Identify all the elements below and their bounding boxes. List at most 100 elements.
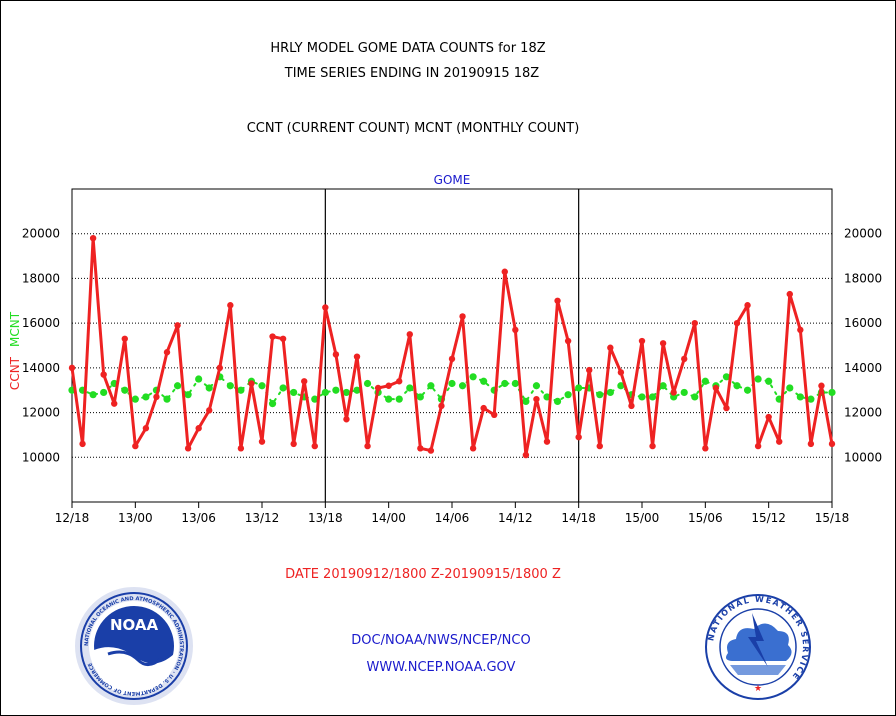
- data-point-mcnt: [448, 379, 456, 388]
- y-tick-label-right: 10000: [844, 450, 882, 464]
- data-point-ccnt: [723, 404, 730, 412]
- x-tick-label: 14/12: [498, 511, 533, 525]
- svg-text:CCNTMCNT: CCNT MCNT: [8, 311, 22, 390]
- data-point-mcnt: [743, 386, 752, 394]
- data-point-ccnt: [279, 335, 287, 342]
- y-tick-label-left: 16000: [22, 316, 60, 330]
- data-point-mcnt: [332, 386, 340, 394]
- y-axis-label-mcnt: MCNT: [8, 311, 22, 347]
- data-point-ccnt: [733, 319, 741, 327]
- data-point-ccnt: [406, 331, 413, 338]
- data-point-mcnt: [617, 382, 625, 390]
- org-label: DOC/NOAA/NWS/NCEP/NCO: [351, 633, 530, 648]
- axis-layer: 10000 10000 12000 12000 14000 14000 16000 16000…: [22, 188, 882, 525]
- header-line-1: HRLY MODEL GOME DATA COUNTS for 18Z: [270, 41, 545, 56]
- y-tick-label-right: 12000: [844, 406, 882, 420]
- y-axis-label: CCNT MCNT: [8, 311, 22, 390]
- y-axis-label-ccnt: CCNT: [8, 356, 22, 390]
- data-point-ccnt: [649, 442, 656, 450]
- data-point-mcnt: [701, 377, 709, 385]
- x-tick-label: 15/12: [751, 511, 786, 525]
- data-point-ccnt: [564, 337, 572, 345]
- data-point-mcnt: [511, 379, 519, 388]
- data-point-mcnt: [575, 384, 583, 392]
- data-point-ccnt: [184, 445, 192, 452]
- data-point-ccnt: [311, 442, 318, 450]
- data-point-mcnt: [363, 379, 372, 388]
- data-point-ccnt: [142, 425, 150, 432]
- data-point-ccnt: [174, 322, 181, 329]
- data-point-ccnt: [786, 290, 793, 298]
- data-point-ccnt: [607, 344, 614, 351]
- data-point-mcnt: [311, 395, 319, 403]
- x-tick-label: 13/18: [308, 511, 343, 525]
- y-tick-label-right: 18000: [844, 271, 882, 285]
- data-point-mcnt: [184, 391, 192, 399]
- data-point-mcnt: [596, 391, 604, 399]
- data-point-mcnt: [205, 384, 213, 392]
- data-point-mcnt: [733, 382, 741, 390]
- x-tick-label: 14/00: [371, 511, 406, 525]
- data-point-ccnt: [427, 447, 435, 454]
- data-point-mcnt: [469, 373, 477, 381]
- y-tick-label-right: 16000: [844, 316, 882, 330]
- data-point-ccnt: [343, 416, 350, 423]
- data-point-mcnt: [786, 384, 794, 392]
- data-point-mcnt: [553, 397, 562, 405]
- nws-star-icon: ★: [754, 684, 762, 694]
- noaa-logo: NOAA NATIONAL OCEANIC AND ATMOSPHERIC AD…: [75, 587, 193, 705]
- data-point-mcnt: [458, 382, 467, 390]
- data-point-mcnt: [680, 388, 688, 397]
- y-tick-label-left: 20000: [22, 227, 60, 241]
- data-point-mcnt: [638, 393, 646, 401]
- data-point-ccnt: [691, 319, 698, 327]
- data-point-mcnt: [268, 400, 277, 408]
- data-point-ccnt: [744, 302, 751, 309]
- y-tick-label-left: 10000: [22, 450, 60, 464]
- data-point-ccnt: [448, 355, 456, 363]
- data-point-mcnt: [173, 382, 182, 390]
- data-point-ccnt: [322, 304, 329, 311]
- nws-logo: NATIONAL WEATHER SERVICE ★: [705, 594, 811, 700]
- noaa-logo-text: NOAA: [110, 616, 159, 634]
- data-point-ccnt: [353, 353, 361, 360]
- data-point-ccnt: [681, 355, 688, 363]
- data-point-ccnt: [702, 445, 709, 452]
- y-tick-label-right: 14000: [844, 361, 882, 375]
- data-point-mcnt: [279, 384, 287, 392]
- x-tick-label: 12/18: [55, 511, 90, 525]
- y-tick-label-left: 18000: [22, 271, 60, 285]
- date-range-label: DATE 20190912/1800 Z-20190915/1800 Z: [285, 567, 561, 582]
- data-point-ccnt: [543, 438, 551, 445]
- data-point-mcnt: [648, 393, 657, 401]
- data-point-ccnt: [469, 445, 477, 452]
- data-point-mcnt: [670, 393, 678, 401]
- data-point-ccnt: [512, 326, 519, 334]
- y-tick-label-left: 12000: [22, 406, 60, 420]
- data-point-ccnt: [522, 451, 530, 459]
- data-point-ccnt: [533, 395, 540, 403]
- data-point-ccnt: [269, 333, 276, 340]
- data-point-mcnt: [89, 391, 97, 399]
- data-point-ccnt: [132, 442, 139, 450]
- data-point-mcnt: [226, 382, 234, 390]
- data-point-ccnt: [628, 402, 635, 410]
- x-tick-label: 14/06: [435, 511, 470, 525]
- data-point-ccnt: [638, 337, 646, 345]
- series-layer: [68, 234, 836, 459]
- data-point-ccnt: [765, 413, 772, 421]
- data-point-ccnt: [216, 364, 223, 372]
- data-point-mcnt: [427, 382, 435, 390]
- data-point-mcnt: [691, 393, 699, 401]
- data-point-mcnt: [258, 382, 266, 390]
- data-point-mcnt: [480, 377, 488, 385]
- data-point-ccnt: [554, 297, 561, 304]
- grid-layer: [72, 189, 832, 502]
- data-point-mcnt: [796, 393, 804, 401]
- data-point-ccnt: [818, 382, 825, 389]
- url-label: WWW.NCEP.NOAA.GOV: [367, 660, 516, 675]
- data-point-mcnt: [722, 373, 731, 381]
- data-point-mcnt: [342, 388, 351, 397]
- x-tick-label: 13/12: [245, 511, 280, 525]
- data-point-ccnt: [501, 268, 508, 275]
